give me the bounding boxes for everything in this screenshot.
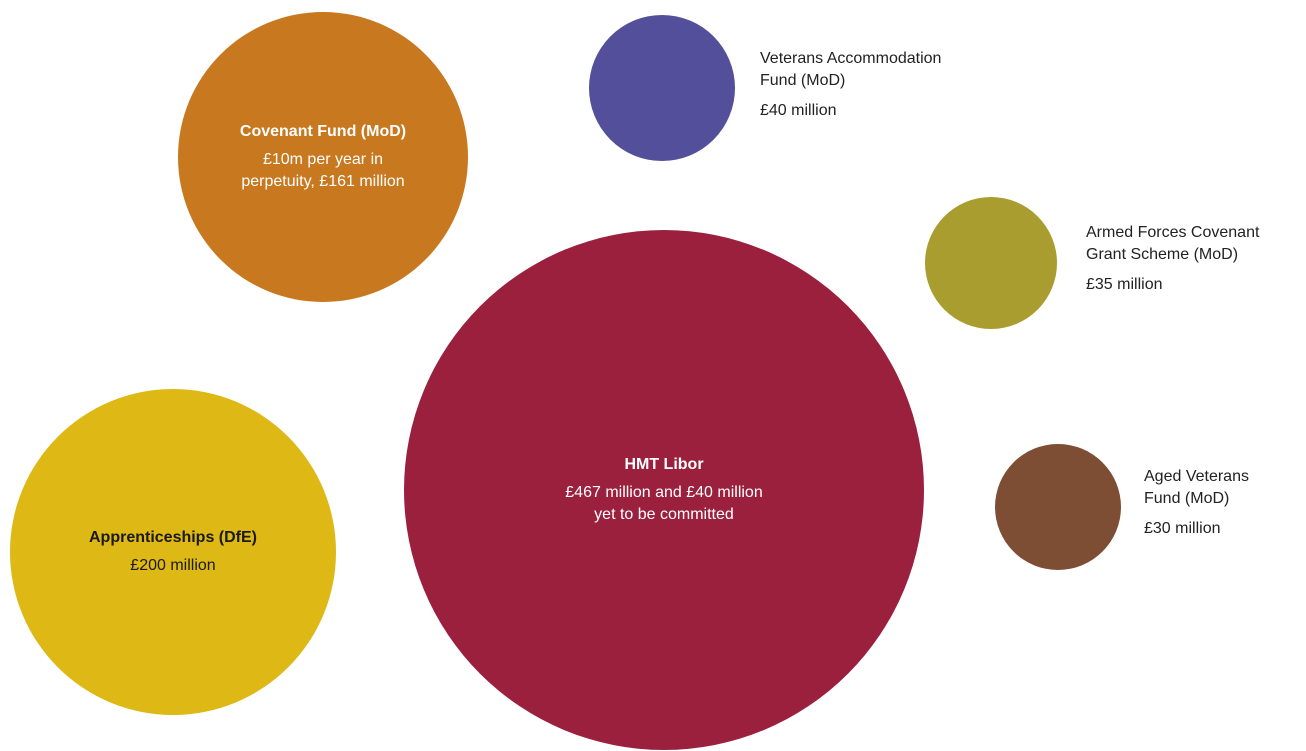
bubble-name-0: Covenant Fund (MoD) [240, 121, 406, 143]
bubble-value-5: £30 million [1144, 518, 1249, 540]
bubble-name-line: Armed Forces Covenant [1086, 224, 1260, 241]
bubble-name-line: Covenant Fund (MoD) [239, 123, 407, 140]
bubble-value-line: £35 million [1086, 276, 1163, 293]
bubble-name-line: Aged Veterans [1144, 468, 1249, 485]
bubble-name-line: Grant Scheme (MoD) [1086, 246, 1239, 263]
bubble-label-5: Aged Veterans Fund (MoD) £30 million [1144, 466, 1249, 540]
bubble-name-3: HMT Libor [565, 454, 762, 476]
bubble-value-line: perpetuity, £161 million [241, 173, 405, 190]
bubble-value-line: £30 million [1144, 520, 1221, 537]
bubble-name-line: Fund (MoD) [1144, 490, 1230, 507]
bubble-name-5: Aged Veterans Fund (MoD) [1144, 466, 1249, 510]
bubble-value-line: £40 million [760, 102, 837, 119]
bubble-2 [925, 197, 1057, 329]
bubble-value-3: £467 million and £40 million yet to be co… [565, 482, 762, 526]
bubble-3 [404, 230, 924, 750]
bubble-label-1: Veterans Accommodation Fund (MoD) £40 mill… [760, 48, 941, 122]
bubble-name-line: HMT Libor [624, 456, 704, 473]
bubble-value-2: £35 million [1086, 274, 1259, 296]
bubble-value-line: £200 million [130, 557, 216, 574]
bubble-name-4: Apprenticeships (DfE) [89, 527, 257, 549]
bubble-value-0: £10m per year in perpetuity, £161 million [240, 149, 406, 193]
bubble-label-4: Apprenticeships (DfE) £200 million [89, 527, 257, 577]
bubble-name-1: Veterans Accommodation Fund (MoD) [760, 48, 941, 92]
bubble-value-1: £40 million [760, 100, 941, 122]
bubble-1 [589, 15, 735, 161]
bubble-value-4: £200 million [89, 555, 257, 577]
bubble-value-line: £10m per year in [262, 151, 384, 168]
bubble-name-2: Armed Forces Covenant Grant Scheme (MoD) [1086, 222, 1259, 266]
bubble-0 [178, 12, 468, 302]
bubble-value-line: £467 million and £40 million [565, 484, 763, 501]
bubble-label-3: HMT Libor £467 million and £40 million yet… [565, 454, 762, 526]
bubble-label-0: Covenant Fund (MoD) £10m per year in perpe… [240, 121, 406, 193]
bubble-name-line: Veterans Accommodation [760, 50, 942, 67]
bubble-value-line: yet to be committed [594, 506, 734, 523]
bubble-label-2: Armed Forces Covenant Grant Scheme (MoD) £… [1086, 222, 1259, 296]
bubble-name-line: Fund (MoD) [760, 72, 846, 89]
bubble-name-line: Apprenticeships (DfE) [88, 529, 258, 546]
bubble-4 [10, 389, 336, 715]
bubble-5 [995, 444, 1121, 570]
